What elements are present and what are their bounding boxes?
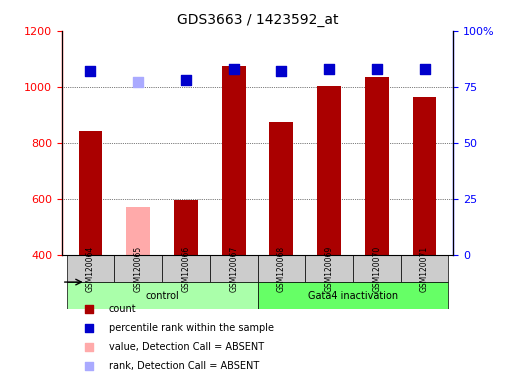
Point bbox=[325, 66, 333, 72]
Text: Gata4 inactivation: Gata4 inactivation bbox=[308, 291, 398, 301]
Bar bbox=[317, 86, 341, 255]
Text: value, Detection Call = ABSENT: value, Detection Call = ABSENT bbox=[109, 342, 264, 352]
Point bbox=[373, 66, 381, 72]
Text: rank, Detection Call = ABSENT: rank, Detection Call = ABSENT bbox=[109, 361, 259, 371]
FancyBboxPatch shape bbox=[114, 255, 162, 282]
Text: GSM120067: GSM120067 bbox=[229, 245, 238, 292]
Text: GSM120070: GSM120070 bbox=[372, 245, 381, 292]
Point bbox=[134, 79, 142, 85]
Text: percentile rank within the sample: percentile rank within the sample bbox=[109, 323, 274, 333]
Title: GDS3663 / 1423592_at: GDS3663 / 1423592_at bbox=[177, 13, 338, 27]
Text: GSM120065: GSM120065 bbox=[134, 245, 143, 292]
FancyBboxPatch shape bbox=[258, 282, 449, 309]
Text: GSM120066: GSM120066 bbox=[181, 245, 191, 292]
FancyBboxPatch shape bbox=[210, 255, 258, 282]
Text: GSM120069: GSM120069 bbox=[324, 245, 334, 292]
Text: count: count bbox=[109, 304, 136, 314]
Bar bbox=[174, 200, 198, 255]
Text: GSM120068: GSM120068 bbox=[277, 245, 286, 292]
FancyBboxPatch shape bbox=[305, 255, 353, 282]
Bar bbox=[126, 207, 150, 255]
Bar bbox=[221, 66, 246, 255]
Point bbox=[420, 66, 428, 72]
Point bbox=[230, 66, 238, 72]
Bar bbox=[413, 97, 437, 255]
Point bbox=[503, 70, 511, 76]
Text: GSM120064: GSM120064 bbox=[86, 245, 95, 292]
Text: control: control bbox=[145, 291, 179, 301]
Point bbox=[87, 68, 95, 74]
FancyBboxPatch shape bbox=[353, 255, 401, 282]
Bar bbox=[365, 77, 389, 255]
Text: GSM120071: GSM120071 bbox=[420, 245, 429, 292]
FancyBboxPatch shape bbox=[401, 255, 449, 282]
FancyBboxPatch shape bbox=[162, 255, 210, 282]
FancyBboxPatch shape bbox=[66, 255, 114, 282]
Point bbox=[503, 242, 511, 248]
Bar bbox=[78, 131, 102, 255]
FancyBboxPatch shape bbox=[258, 255, 305, 282]
Point bbox=[182, 77, 190, 83]
FancyBboxPatch shape bbox=[66, 282, 258, 309]
Point bbox=[277, 68, 285, 74]
Bar bbox=[269, 122, 294, 255]
